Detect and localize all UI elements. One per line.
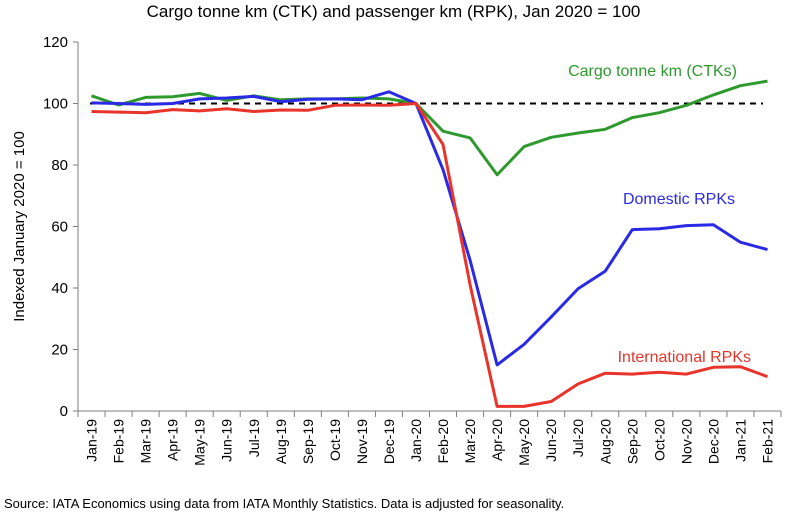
x-tick-label: Mar-19 <box>138 419 154 464</box>
x-tick-label: Mar-20 <box>462 419 478 464</box>
x-tick-label: Nov-19 <box>354 419 370 464</box>
y-tick-label: 120 <box>43 34 68 51</box>
x-tick-label: Jan-19 <box>84 419 100 462</box>
series-annotation: International RPKs <box>618 349 751 366</box>
x-tick-label: May-20 <box>516 419 532 466</box>
x-tick-label: Jan-20 <box>408 419 424 462</box>
series-line-cargo-tonne-km-ctks <box>91 79 768 177</box>
y-tick-label: 20 <box>51 342 68 359</box>
x-tick-label: Feb-20 <box>435 419 451 464</box>
x-tick-label: Jul-19 <box>246 419 262 457</box>
x-tick-label: Feb-19 <box>111 419 127 464</box>
y-axis-label: Indexed January 2020 = 100 <box>11 131 28 322</box>
x-tick-label: Jul-20 <box>570 419 586 457</box>
x-tick-label: May-19 <box>192 419 208 466</box>
source-note: Source: IATA Economics using data from I… <box>4 496 565 511</box>
x-tick-label: Sep-19 <box>300 419 316 464</box>
series-annotation: Domestic RPKs <box>623 191 735 208</box>
y-tick-label: 60 <box>51 219 68 236</box>
x-tick-label: Oct-20 <box>651 419 667 461</box>
x-tick-label: Dec-19 <box>381 419 397 464</box>
x-tick-label: Sep-20 <box>624 419 640 464</box>
x-tick-label: Feb-21 <box>759 419 775 464</box>
x-tick-label: Aug-19 <box>273 419 289 464</box>
y-tick-label: 40 <box>51 280 68 297</box>
chart-title: Cargo tonne km (CTK) and passenger km (R… <box>146 2 641 21</box>
series-line-international-rpks <box>91 102 769 408</box>
series-annotation: Cargo tonne km (CTKs) <box>568 63 737 80</box>
x-tick-label: Oct-19 <box>327 419 343 461</box>
x-tick-label: Apr-20 <box>489 419 505 461</box>
x-tick-label: Apr-19 <box>165 419 181 461</box>
x-tick-label: Jan-21 <box>732 419 748 462</box>
x-tick-label: Jun-20 <box>543 419 559 462</box>
series-line-domestic-rpks <box>91 90 768 367</box>
x-tick-label: Nov-20 <box>678 419 694 464</box>
y-tick-label: 80 <box>51 157 68 174</box>
x-tick-label: Aug-20 <box>597 419 613 464</box>
x-tick-label: Jun-19 <box>219 419 235 462</box>
y-tick-label: 100 <box>43 96 68 113</box>
y-tick-label: 0 <box>60 403 68 420</box>
x-tick-label: Dec-20 <box>705 419 721 464</box>
